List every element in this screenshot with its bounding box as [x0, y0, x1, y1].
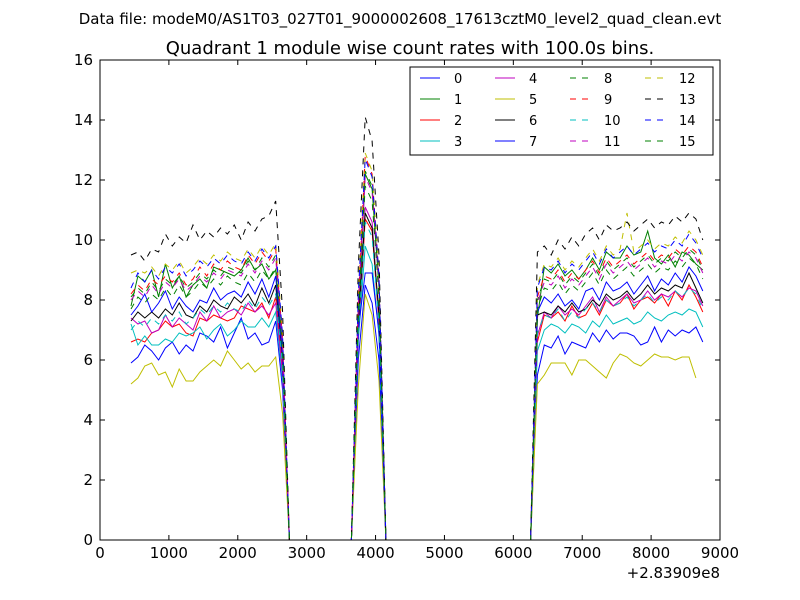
series-line-9 — [130, 155, 704, 541]
series-line-3 — [130, 245, 704, 541]
y-tick-label: 0 — [83, 531, 93, 549]
legend-label-6: 6 — [529, 114, 537, 129]
series-line-12 — [130, 152, 704, 541]
x-tick-label: 9000 — [701, 544, 739, 562]
x-tick-label: 0 — [95, 544, 105, 562]
x-tick-label: 7000 — [563, 544, 601, 562]
legend-label-1: 1 — [454, 93, 462, 108]
y-tick-label: 8 — [83, 291, 93, 309]
series-line-10 — [130, 221, 704, 541]
legend-label-11: 11 — [604, 135, 621, 150]
y-tick-label: 10 — [74, 231, 93, 249]
legend-label-13: 13 — [679, 93, 696, 108]
legend-frame — [409, 66, 714, 156]
series-line-6 — [130, 212, 704, 541]
y-tick-label: 6 — [83, 351, 93, 369]
x-axis: 0 1000 2000 3000 4000 5000 6000 7000 8000 9000 — [95, 60, 739, 562]
legend-label-12: 12 — [679, 72, 696, 87]
series-line-7 — [130, 266, 704, 541]
legend-label-8: 8 — [604, 72, 612, 87]
legend-label-0: 0 — [454, 72, 462, 87]
series-line-0 — [130, 284, 704, 541]
y-tick-label: 12 — [74, 171, 93, 189]
figure-suptitle: Data file: modeM0/AS1T03_027T01_90000026… — [79, 10, 722, 29]
series-line-5 — [130, 293, 697, 541]
legend-label-10: 10 — [604, 114, 621, 129]
legend-label-2: 2 — [454, 114, 462, 129]
legend-label-5: 5 — [529, 93, 537, 108]
legend-label-9: 9 — [604, 93, 612, 108]
plot-area: 0 1000 2000 3000 4000 5000 6000 7000 8000 9000 0 2… — [74, 51, 739, 562]
x-offset-label: +2.83909e8 — [627, 564, 720, 582]
x-tick-label: 8000 — [632, 544, 670, 562]
y-tick-label: 16 — [74, 51, 93, 69]
y-tick-label: 14 — [74, 111, 93, 129]
chart-title: Quadrant 1 module wise count rates with … — [166, 38, 655, 59]
x-tick-label: 5000 — [425, 544, 463, 562]
x-tick-label: 2000 — [219, 544, 257, 562]
legend-label-15: 15 — [679, 135, 696, 150]
legend-label-14: 14 — [679, 114, 696, 129]
y-tick-label: 2 — [83, 471, 93, 489]
x-tick-label: 4000 — [356, 544, 394, 562]
x-tick-label: 3000 — [288, 544, 326, 562]
legend-label-7: 7 — [529, 135, 537, 150]
series-layer — [130, 116, 704, 541]
series-line-14 — [130, 158, 704, 541]
x-tick-label: 1000 — [150, 544, 188, 562]
legend-label-3: 3 — [454, 135, 462, 150]
x-tick-label: 6000 — [494, 544, 532, 562]
series-line-8 — [130, 170, 704, 541]
series-line-4 — [130, 206, 704, 541]
legend-label-4: 4 — [529, 72, 537, 87]
series-line-15 — [130, 185, 704, 541]
y-tick-label: 4 — [83, 411, 93, 429]
series-line-13 — [130, 116, 704, 541]
